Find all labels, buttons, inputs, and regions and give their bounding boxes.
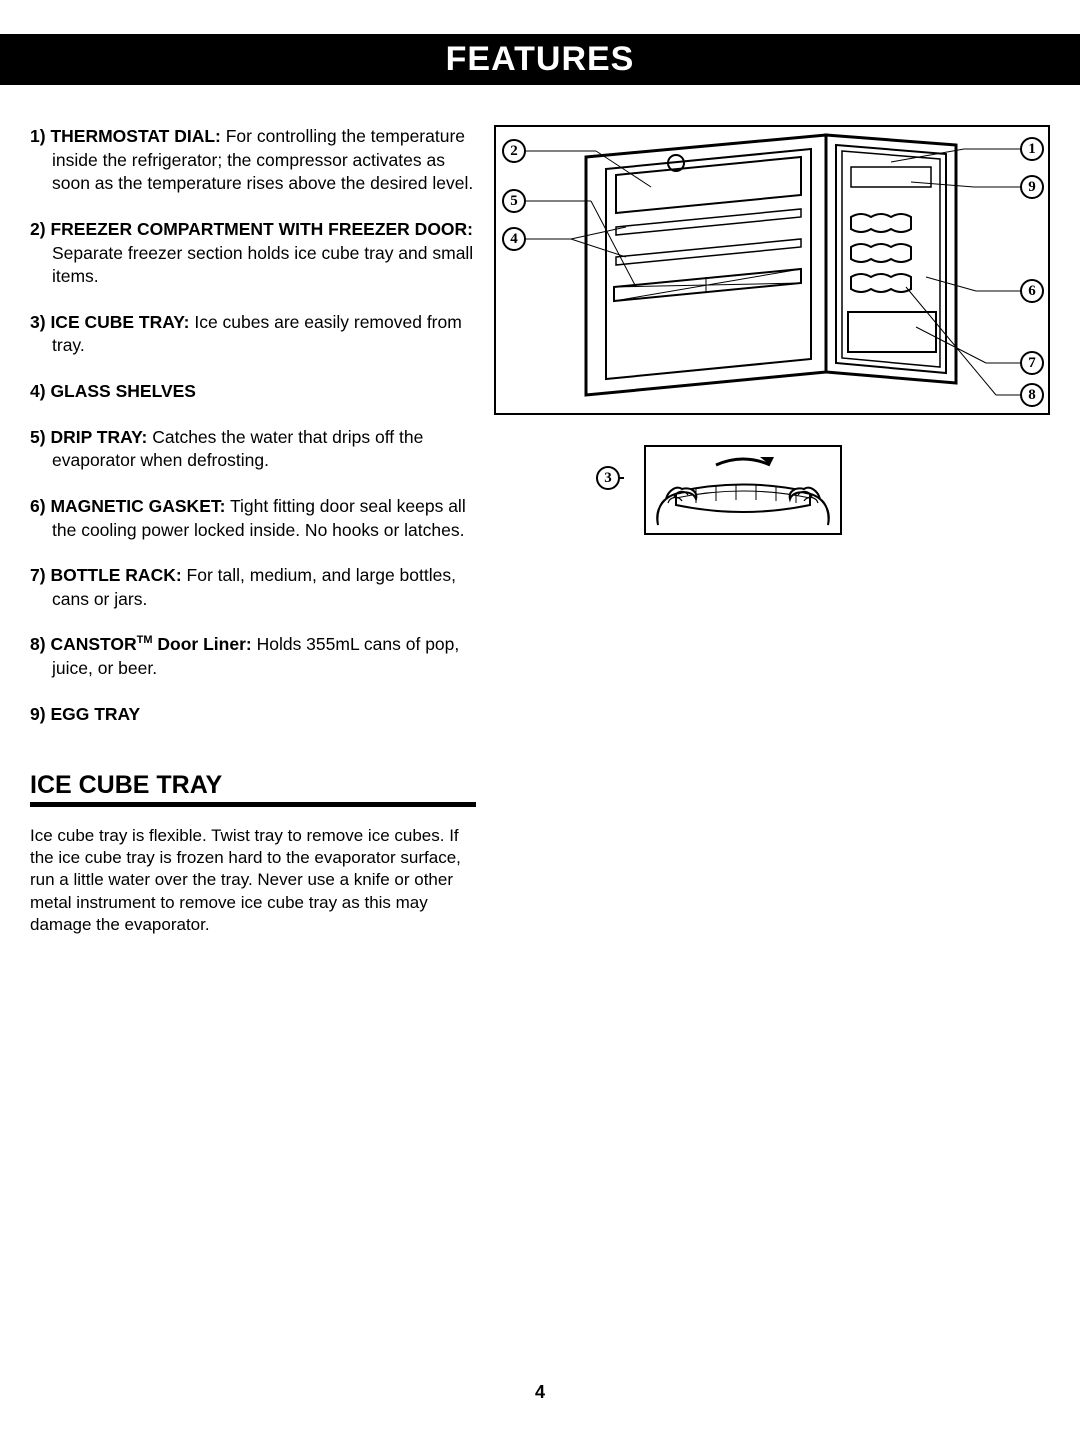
feature-label: BOTTLE RACK:: [50, 565, 181, 585]
refrigerator-diagram: 2 5 4 1 9 6 7 8: [494, 125, 1050, 415]
feature-num: 2): [30, 219, 46, 239]
right-column: 2 5 4 1 9 6 7 8 3: [494, 125, 1050, 936]
feature-item-2: 2) FREEZER COMPARTMENT WITH FREEZER DOOR…: [30, 218, 476, 289]
callout-1: 1: [1020, 137, 1044, 161]
feature-label2: Door Liner:: [153, 634, 252, 654]
ice-tray-diagram-wrap: 3: [494, 445, 1050, 535]
callout-5: 5: [502, 189, 526, 213]
callout-3: 3: [596, 466, 620, 490]
feature-label: CANSTOR: [50, 634, 136, 654]
feature-num: 1): [30, 126, 46, 146]
feature-item-7: 7) BOTTLE RACK: For tall, medium, and la…: [30, 564, 476, 611]
callout-7: 7: [1020, 351, 1044, 375]
callout-6: 6: [1020, 279, 1044, 303]
refrigerator-svg: [496, 127, 1048, 413]
feature-item-5: 5) DRIP TRAY: Catches the water that dri…: [30, 426, 476, 473]
feature-item-8: 8) CANSTORTM Door Liner: Holds 355mL can…: [30, 633, 476, 680]
ice-cube-section-body: Ice cube tray is flexible. Twist tray to…: [30, 825, 476, 935]
feature-label: FREEZER COMPARTMENT WITH FREEZER DOOR:: [50, 219, 473, 239]
feature-num: 6): [30, 496, 46, 516]
ice-cube-section-heading: ICE CUBE TRAY: [30, 771, 476, 807]
left-column: 1) THERMOSTAT DIAL: For controlling the …: [30, 125, 476, 936]
feature-label: ICE CUBE TRAY:: [50, 312, 189, 332]
feature-num: 8): [30, 634, 46, 654]
callout-2: 2: [502, 139, 526, 163]
feature-desc: Separate freezer section holds ice cube …: [52, 243, 473, 287]
content-wrap: 1) THERMOSTAT DIAL: For controlling the …: [0, 85, 1080, 936]
page-title-text: FEATURES: [446, 40, 635, 78]
callout-9: 9: [1020, 175, 1044, 199]
ice-tray-diagram: [644, 445, 842, 535]
feature-item-1: 1) THERMOSTAT DIAL: For controlling the …: [30, 125, 476, 196]
feature-num: 7): [30, 565, 46, 585]
feature-item-6: 6) MAGNETIC GASKET: Tight fitting door s…: [30, 495, 476, 542]
feature-num: 3): [30, 312, 46, 332]
feature-num: 9): [30, 704, 46, 724]
feature-label: EGG TRAY: [50, 704, 140, 724]
feature-label: DRIP TRAY:: [50, 427, 147, 447]
page-title-bar: FEATURES: [0, 34, 1080, 85]
callout-4: 4: [502, 227, 526, 251]
ice-tray-svg: [646, 447, 840, 533]
feature-item-9: 9) EGG TRAY: [30, 703, 476, 727]
trademark: TM: [137, 635, 153, 647]
feature-label: MAGNETIC GASKET:: [50, 496, 225, 516]
feature-label: THERMOSTAT DIAL:: [50, 126, 220, 146]
page-number: 4: [0, 1382, 1080, 1403]
feature-list: 1) THERMOSTAT DIAL: For controlling the …: [30, 125, 476, 726]
feature-num: 4): [30, 381, 46, 401]
callout-8: 8: [1020, 383, 1044, 407]
feature-num: 5): [30, 427, 46, 447]
feature-label: GLASS SHELVES: [50, 381, 196, 401]
feature-item-3: 3) ICE CUBE TRAY: Ice cubes are easily r…: [30, 311, 476, 358]
feature-item-4: 4) GLASS SHELVES: [30, 380, 476, 404]
